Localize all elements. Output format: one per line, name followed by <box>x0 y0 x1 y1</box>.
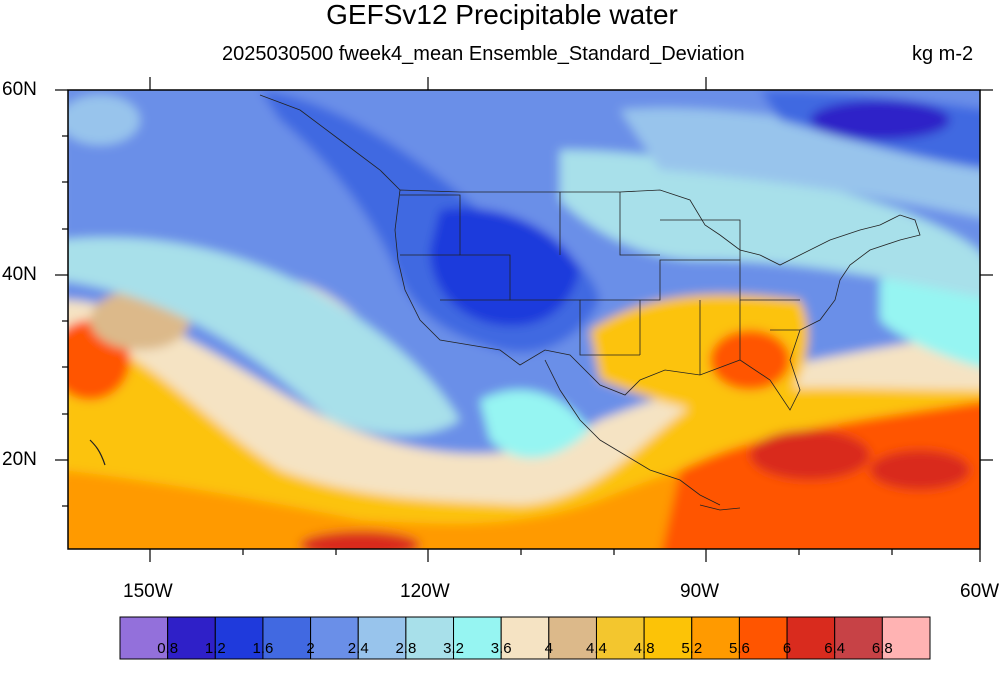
coastlines <box>89 94 921 511</box>
colorbar-label-5: 2.8 <box>395 640 417 657</box>
colorbar-label-11: 5.2 <box>681 640 703 657</box>
colorbar-swatch-7 <box>453 616 502 660</box>
shaded-field <box>68 90 980 549</box>
colorbar <box>119 616 931 660</box>
colorbar-label-0: 0.8 <box>157 640 179 657</box>
colorbar-swatch-4 <box>310 616 359 660</box>
colorbar-label-15: 6.8 <box>871 640 893 657</box>
colorbar-swatch-3 <box>262 616 312 660</box>
plot-frame <box>67 89 981 550</box>
units-label: kg m-2 <box>912 43 974 65</box>
lon-label-90w: 90W <box>680 581 720 602</box>
colorbar-label-9: 4.4 <box>586 640 607 657</box>
colorbar-swatch-13 <box>738 616 788 660</box>
colorbar-swatch-12 <box>691 616 740 660</box>
colorbar-swatch-1 <box>167 616 216 660</box>
lon-label-150w: 150W <box>123 581 173 602</box>
lon-label-60w: 60W <box>960 581 1000 602</box>
colorbar-label-6: 3.2 <box>443 640 464 657</box>
lat-label-60n: 60N <box>2 79 37 100</box>
colorbar-label-10: 4.8 <box>633 640 655 657</box>
colorbar-label-2: 1.6 <box>252 640 274 657</box>
colorbar-swatch-2 <box>214 616 264 660</box>
colorbar-label-14: 6.4 <box>824 640 846 657</box>
chart-subtitle: 2025030500 fweek4_mean Ensemble_Standard… <box>222 43 745 65</box>
colorbar-label-1: 1.2 <box>204 640 226 657</box>
lon-label-120w: 120W <box>400 581 450 602</box>
colorbar-swatch-11 <box>643 616 693 660</box>
colorbar-swatch-0 <box>119 616 169 660</box>
colorbar-swatch-6 <box>405 616 455 660</box>
colorbar-label-4: 2.4 <box>347 640 369 657</box>
lat-label-20n: 20N <box>2 449 37 470</box>
colorbar-label-3: 2 <box>306 640 315 657</box>
colorbar-swatch-5 <box>357 616 407 660</box>
colorbar-swatch-16 <box>881 616 931 660</box>
chart-title: GEFSv12 Precipitable water <box>326 0 678 30</box>
colorbar-label-7: 3.6 <box>490 640 512 657</box>
colorbar-swatch-9 <box>548 616 597 660</box>
colorbar-label-13: 6 <box>782 640 792 657</box>
colorbar-label-12: 5.6 <box>728 640 750 657</box>
axis-ticks <box>55 77 993 562</box>
colorbar-label-8: 4 <box>544 640 553 657</box>
lat-label-40n: 40N <box>2 264 37 285</box>
colorbar-swatch-15 <box>834 616 883 660</box>
